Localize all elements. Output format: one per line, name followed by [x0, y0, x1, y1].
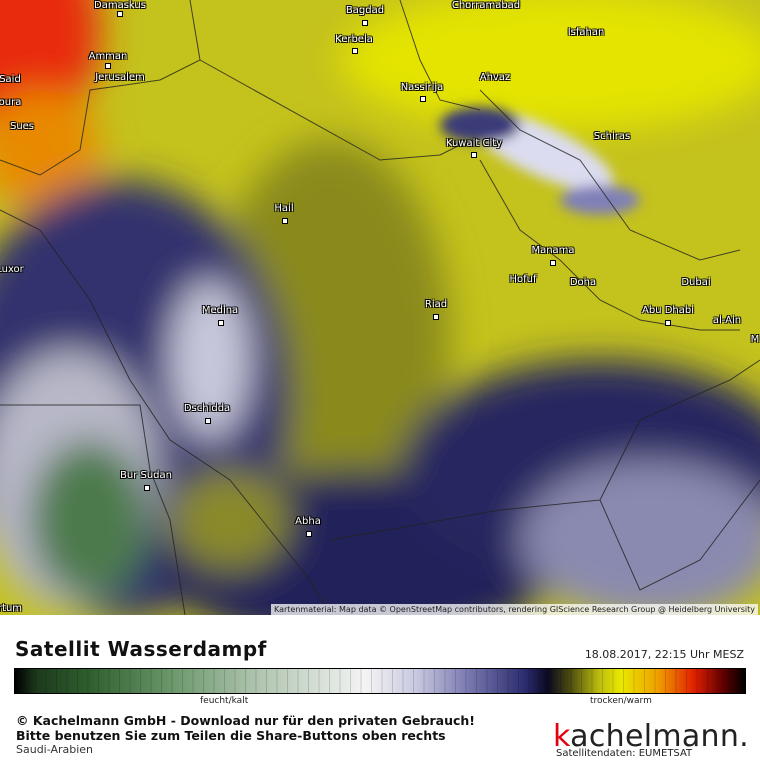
city-marker: [306, 531, 312, 537]
city-label: Bagdad: [345, 5, 385, 16]
map-imagery: [0, 0, 760, 615]
city-marker: [144, 485, 150, 491]
city-label: Kerbela: [335, 34, 373, 45]
city-marker: [218, 320, 224, 326]
satellite-map: Damaskus Bagdad Chorramabad Kerbela Isfa…: [0, 0, 760, 615]
city-label: Medina: [201, 305, 239, 316]
data-source: Satellitendaten: EUMETSAT: [556, 748, 693, 759]
city-label: Chorramabad: [451, 0, 521, 11]
copyright: Bitte benutzen Sie zum Teilen die Share-…: [16, 728, 446, 743]
footer: Satellit Wasserdampf 18.08.2017, 22:15 U…: [0, 615, 760, 766]
city-label: Nassirija: [400, 82, 444, 93]
copyright: © Kachelmann GmbH - Download nur für den…: [16, 713, 475, 728]
city-label: Abu Dhabi: [642, 305, 694, 316]
region: Saudi-Arabien: [16, 743, 94, 756]
city-label: Isfahan: [567, 27, 605, 38]
city-marker: [362, 20, 368, 26]
city-marker: [105, 63, 111, 69]
city-marker: [117, 11, 123, 17]
legend-low-label: feucht/kalt: [200, 696, 249, 706]
color-scale: [14, 668, 746, 694]
city-label: Luxor: [0, 264, 24, 275]
city-label: Doha: [569, 277, 597, 288]
city-label: Sues: [9, 121, 35, 132]
city-label: Hail: [274, 203, 294, 214]
city-label: Said: [0, 74, 21, 85]
legend-high-label: trocken/warm: [590, 696, 652, 706]
city-marker: [205, 418, 211, 424]
city-label: oura: [0, 97, 22, 108]
city-marker: [665, 320, 671, 326]
logo: kachelmann.: [553, 719, 750, 754]
city-label: Dubai: [681, 277, 711, 288]
city-label: Manama: [531, 245, 575, 256]
city-marker: [433, 314, 439, 320]
city-label: Bur Sudan: [120, 470, 172, 481]
title: Satellit Wasserdampf: [15, 637, 267, 661]
city-label: Dschidda: [183, 403, 231, 414]
city-marker: [352, 48, 358, 54]
city-label: Ahvaz: [479, 72, 511, 83]
map-attribution: Kartenmaterial: Map data © OpenStreetMap…: [270, 604, 758, 615]
city-label: al-Ain: [712, 315, 742, 326]
city-label: Schiras: [593, 131, 631, 142]
city-marker: [420, 96, 426, 102]
city-label: Jerusalem: [95, 72, 145, 83]
city-label: Kuwait City: [445, 138, 503, 149]
city-label: Riad: [424, 299, 448, 310]
city-label: Damaskus: [94, 0, 146, 11]
city-label: Hofuf: [509, 274, 537, 285]
city-marker: [471, 152, 477, 158]
city-marker: [282, 218, 288, 224]
city-label: M: [750, 334, 760, 345]
city-label: Amman: [88, 51, 128, 62]
city-label: rtum: [0, 603, 23, 614]
timestamp: 18.08.2017, 22:15 Uhr MESZ: [584, 648, 744, 661]
city-label: Abha: [295, 516, 321, 527]
city-marker: [550, 260, 556, 266]
